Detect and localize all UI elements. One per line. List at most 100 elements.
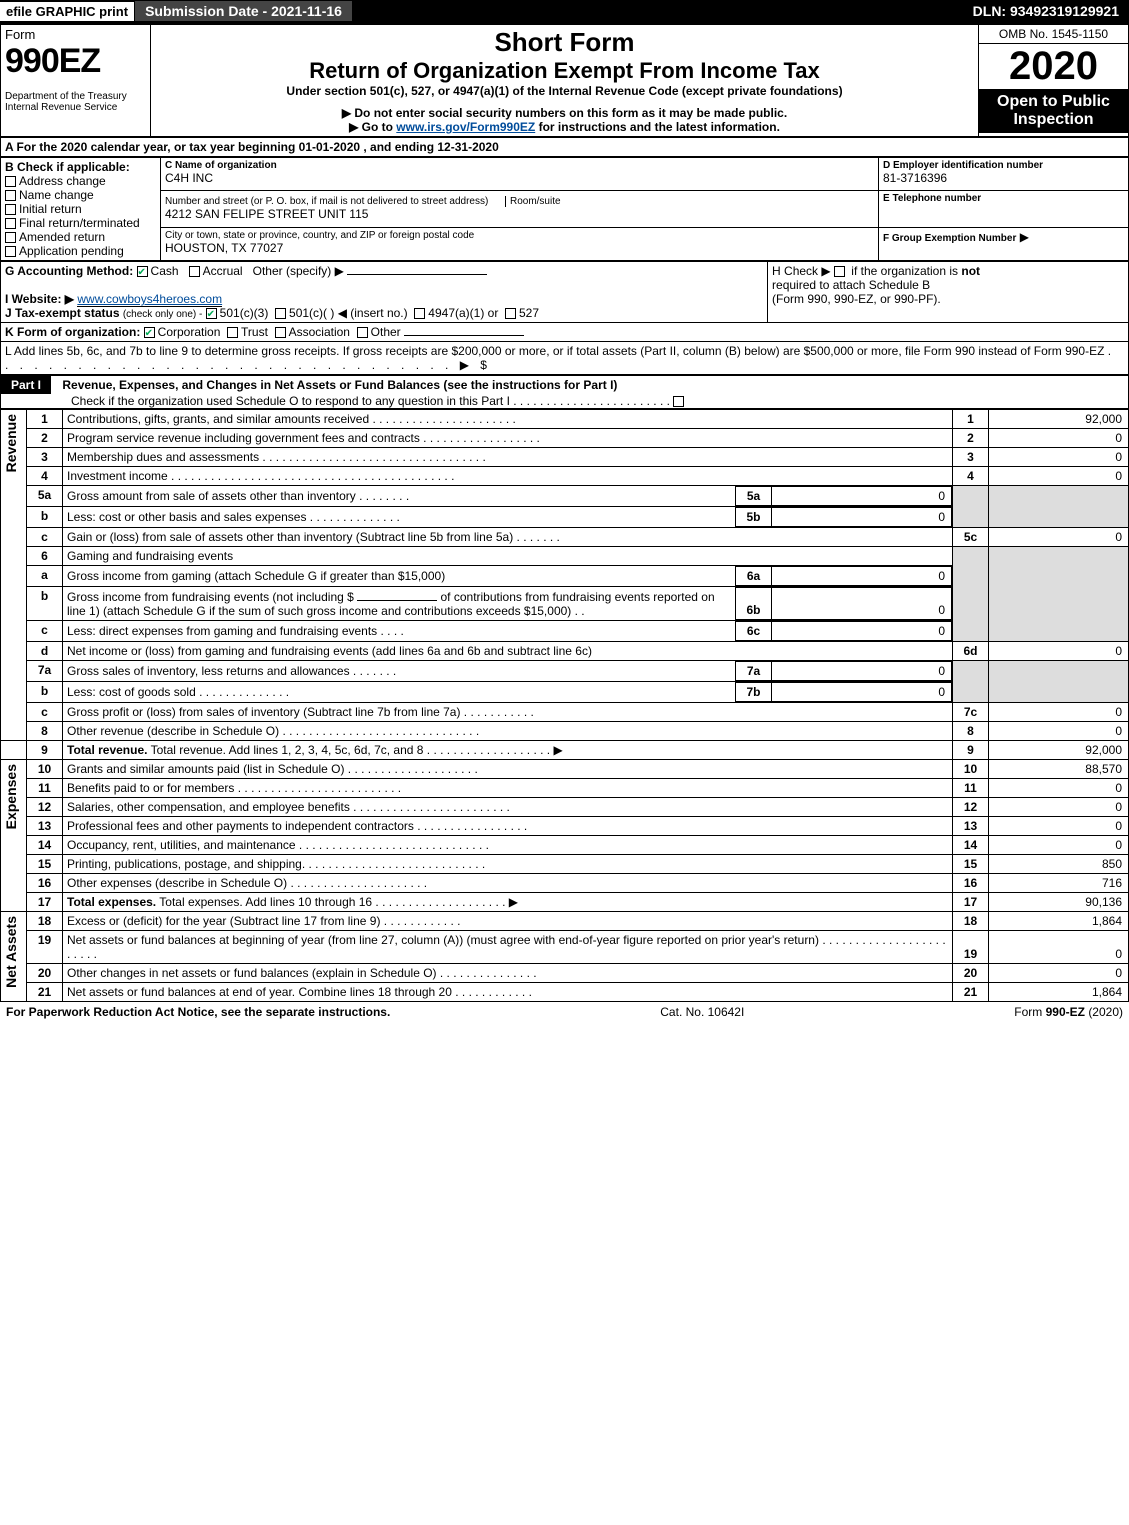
l16-text: Other expenses (describe in Schedule O) …: [63, 874, 953, 893]
l6-num: 6: [27, 547, 63, 566]
l6b-text: Gross income from fundraising events (no…: [63, 588, 736, 620]
l13-num: 13: [27, 817, 63, 836]
trust-label: Trust: [241, 325, 268, 339]
l9-num: 9: [27, 741, 63, 760]
l15-amount: 850: [989, 855, 1129, 874]
l5a-subnum: 5a: [736, 487, 772, 506]
box-i-label: I Website: ▶: [5, 292, 74, 306]
tax-period-line: A For the 2020 calendar year, or tax yea…: [1, 138, 1129, 157]
title-cell: Short Form Return of Organization Exempt…: [151, 25, 979, 137]
box-k: K Form of organization: Corporation Trus…: [1, 323, 1129, 342]
box-f-label: F Group Exemption Number: [883, 233, 1016, 244]
website-link[interactable]: www.cowboys4heroes.com: [77, 292, 222, 307]
l9-amount: 92,000: [989, 741, 1129, 760]
opt-address-change[interactable]: Address change: [5, 174, 156, 188]
l9-text: Total revenue. Total revenue. Add lines …: [63, 741, 953, 760]
part1-row: Part I Revenue, Expenses, and Changes in…: [1, 376, 1129, 409]
l2-text: Program service revenue including govern…: [63, 429, 953, 448]
l5a-text: Gross amount from sale of assets other t…: [63, 487, 736, 506]
527-label: 527: [519, 306, 539, 320]
dept-irs: Internal Revenue Service: [5, 102, 146, 113]
netassets-section-label: Net Assets: [1, 912, 21, 992]
527-checkbox[interactable]: [505, 308, 516, 319]
assoc-checkbox[interactable]: [275, 327, 286, 338]
part1-check-line: Check if the organization used Schedule …: [1, 394, 1128, 408]
opt-initial-return[interactable]: Initial return: [5, 202, 156, 216]
box-j-note: (check only one) -: [123, 309, 202, 320]
dept-treasury: Department of the Treasury: [5, 91, 146, 102]
501c-checkbox[interactable]: [275, 308, 286, 319]
city-value: HOUSTON, TX 77027: [165, 241, 874, 255]
return-title: Return of Organization Exempt From Incom…: [155, 58, 974, 84]
l18-num: 18: [27, 912, 63, 931]
short-form-title: Short Form: [155, 27, 974, 58]
l13-amount: 0: [989, 817, 1129, 836]
opt-amended[interactable]: Amended return: [5, 230, 156, 244]
l4-num: 4: [27, 467, 63, 486]
l20-text: Other changes in net assets or fund bala…: [63, 964, 953, 983]
l6b-blank-input[interactable]: [357, 600, 437, 601]
cash-checkbox[interactable]: [137, 266, 148, 277]
l5b-text: Less: cost or other basis and sales expe…: [63, 508, 736, 527]
l6-grey1: [953, 547, 989, 642]
l6c-num: c: [27, 621, 63, 642]
l6a-num: a: [27, 566, 63, 587]
box-g-label: G Accounting Method:: [5, 264, 133, 278]
street-address: 4212 SAN FELIPE STREET UNIT 115: [165, 207, 874, 221]
accrual-checkbox[interactable]: [189, 266, 200, 277]
l3-refnum: 3: [953, 448, 989, 467]
l6d-text: Net income or (loss) from gaming and fun…: [63, 642, 953, 661]
l6b-text1: Gross income from fundraising events (no…: [67, 590, 354, 604]
other-org-input[interactable]: [404, 335, 524, 336]
corp-checkbox[interactable]: [144, 327, 155, 338]
l11-refnum: 11: [953, 779, 989, 798]
l16-amount: 716: [989, 874, 1129, 893]
501c3-checkbox[interactable]: [206, 308, 217, 319]
box-h-text2: if the organization is: [851, 264, 961, 278]
l3-num: 3: [27, 448, 63, 467]
other-method-input[interactable]: [347, 274, 487, 275]
l8-amount: 0: [989, 722, 1129, 741]
org-name: C4H INC: [165, 171, 874, 185]
trust-checkbox[interactable]: [227, 327, 238, 338]
l6d-refnum: 6d: [953, 642, 989, 661]
other-method-label: Other (specify) ▶: [253, 264, 344, 278]
opt-app-pending[interactable]: Application pending: [5, 244, 156, 258]
l11-amount: 0: [989, 779, 1129, 798]
l7b-text: Less: cost of goods sold . . . . . . . .…: [63, 683, 736, 702]
opt-name-change[interactable]: Name change: [5, 188, 156, 202]
irs-link[interactable]: www.irs.gov/Form990EZ: [396, 120, 535, 134]
footer-right-form: 990-EZ: [1046, 1005, 1085, 1019]
box-h-not: not: [961, 264, 980, 278]
part1-scho-checkbox[interactable]: [673, 396, 684, 407]
l12-refnum: 12: [953, 798, 989, 817]
opt-final-return[interactable]: Final return/terminated: [5, 216, 156, 230]
501c3-label: 501(c)(3): [220, 306, 269, 320]
addr-label: Number and street (or P. O. box, if mail…: [165, 196, 488, 207]
form-header-table: Form 990EZ Department of the Treasury In…: [0, 24, 1129, 137]
box-h-checkbox[interactable]: [834, 266, 845, 277]
accrual-label: Accrual: [203, 264, 243, 278]
l6c-subamt: 0: [772, 622, 952, 641]
form-word: Form: [5, 27, 146, 42]
l6-grey2: [989, 547, 1129, 642]
l4-text: Investment income . . . . . . . . . . . …: [63, 467, 953, 486]
page-footer: For Paperwork Reduction Act Notice, see …: [0, 1002, 1129, 1022]
period-table: A For the 2020 calendar year, or tax yea…: [0, 137, 1129, 157]
city-label: City or town, state or province, country…: [165, 230, 874, 241]
l14-text: Occupancy, rent, utilities, and maintena…: [63, 836, 953, 855]
ssn-warning: ▶ Do not enter social security numbers o…: [155, 106, 974, 120]
l11-text: Benefits paid to or for members . . . . …: [63, 779, 953, 798]
other-org-label: Other: [371, 325, 401, 339]
other-org-checkbox[interactable]: [357, 327, 368, 338]
assoc-label: Association: [289, 325, 350, 339]
l6b-subnum: 6b: [736, 588, 772, 620]
4947-checkbox[interactable]: [414, 308, 425, 319]
l17-num: 17: [27, 893, 63, 912]
l4-refnum: 4: [953, 467, 989, 486]
l14-num: 14: [27, 836, 63, 855]
form-id-cell: Form 990EZ Department of the Treasury In…: [1, 25, 151, 137]
omb-number: OMB No. 1545-1150: [979, 25, 1128, 44]
l4-amount: 0: [989, 467, 1129, 486]
l1-amount: 92,000: [989, 410, 1129, 429]
